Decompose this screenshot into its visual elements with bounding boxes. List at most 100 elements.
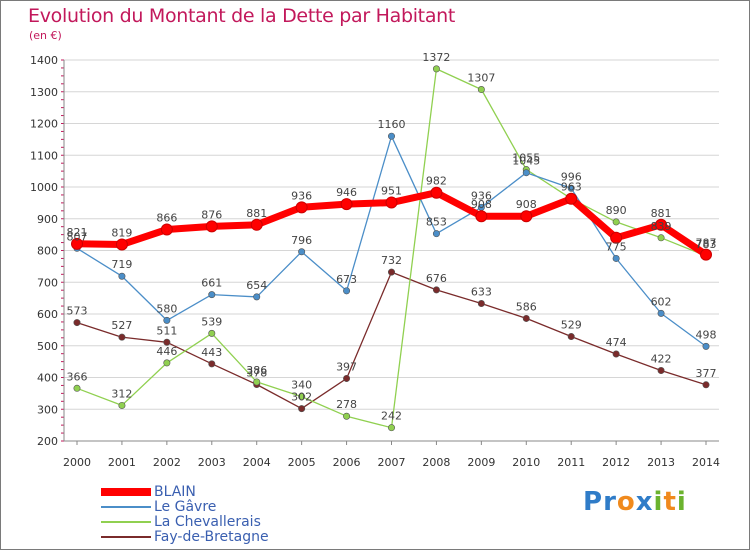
point-fay-de-bretagne bbox=[343, 374, 351, 382]
y-tick-label: 700 bbox=[37, 276, 58, 289]
data-label-fay-de-bretagne: 422 bbox=[651, 353, 672, 366]
data-label-fay-de-bretagne: 529 bbox=[561, 319, 582, 332]
data-label-le-gavre: 775 bbox=[606, 240, 627, 253]
data-label-blain: 819 bbox=[111, 226, 132, 239]
chart-title: Evolution du Montant de la Dette par Hab… bbox=[28, 5, 456, 27]
point-blain bbox=[385, 196, 398, 209]
data-label-le-gavre: 1045 bbox=[512, 155, 540, 168]
data-label-fay-de-bretagne: 302 bbox=[291, 391, 312, 404]
point-la-chevallerais bbox=[343, 412, 351, 420]
data-label-le-gavre: 654 bbox=[246, 279, 267, 292]
y-tick-label: 900 bbox=[37, 213, 58, 226]
y-tick-label: 400 bbox=[37, 372, 58, 385]
point-le-gavre bbox=[567, 184, 575, 192]
data-label-le-gavre: 661 bbox=[201, 277, 222, 290]
data-label-la-chevallerais: 783 bbox=[696, 238, 717, 251]
point-la-chevallerais bbox=[387, 424, 395, 432]
point-fay-de-bretagne bbox=[118, 333, 126, 341]
x-tick-label: 2004 bbox=[243, 456, 271, 469]
data-label-fay-de-bretagne: 676 bbox=[426, 272, 447, 285]
data-label-la-chevallerais: 839 bbox=[651, 220, 672, 233]
point-fay-de-bretagne bbox=[73, 319, 81, 327]
point-la-chevallerais bbox=[253, 378, 261, 386]
legend-swatch-blain bbox=[101, 488, 151, 496]
data-label-la-chevallerais: 1372 bbox=[422, 51, 450, 64]
point-fay-de-bretagne bbox=[432, 286, 440, 294]
x-tick-label: 2003 bbox=[198, 456, 226, 469]
point-la-chevallerais bbox=[657, 234, 665, 242]
y-tick-label: 1200 bbox=[30, 118, 58, 131]
data-label-blain: 946 bbox=[336, 186, 357, 199]
x-tick-label: 2005 bbox=[288, 456, 316, 469]
point-le-gavre bbox=[298, 248, 306, 256]
legend-swatch-la-chevallerais bbox=[101, 521, 151, 523]
data-label-fay-de-bretagne: 397 bbox=[336, 360, 357, 373]
data-label-le-gavre: 996 bbox=[561, 170, 582, 183]
x-tick-label: 2009 bbox=[467, 456, 495, 469]
data-label-fay-de-bretagne: 633 bbox=[471, 286, 492, 299]
legend-label-fay-de-bretagne: Fay-de-Bretagne bbox=[154, 529, 269, 545]
point-fay-de-bretagne bbox=[657, 367, 665, 375]
data-label-la-chevallerais: 278 bbox=[336, 398, 357, 411]
point-la-chevallerais bbox=[163, 359, 171, 367]
data-label-la-chevallerais: 1055 bbox=[512, 152, 540, 165]
point-blain bbox=[71, 237, 83, 250]
point-la-chevallerais bbox=[118, 401, 126, 409]
point-blain bbox=[700, 248, 712, 261]
y-tick-label: 1100 bbox=[30, 149, 58, 162]
y-tick-label: 800 bbox=[37, 245, 58, 258]
data-label-blain: 876 bbox=[201, 208, 222, 221]
x-tick-label: 2014 bbox=[692, 456, 720, 469]
point-la-chevallerais bbox=[73, 384, 81, 392]
y-tick-label: 1300 bbox=[30, 86, 58, 99]
proxiti-logo: Proxiti bbox=[583, 487, 687, 517]
data-label-fay-de-bretagne: 443 bbox=[201, 346, 222, 359]
y-tick-label: 300 bbox=[37, 403, 58, 416]
data-label-la-chevallerais: 890 bbox=[606, 204, 627, 217]
data-label-le-gavre: 673 bbox=[336, 273, 357, 286]
legend-item-la-chevallerais: La Chevallerais bbox=[101, 515, 401, 530]
point-blain bbox=[520, 210, 533, 223]
data-label-le-gavre: 580 bbox=[156, 302, 177, 315]
point-fay-de-bretagne bbox=[612, 350, 620, 358]
point-la-chevallerais bbox=[298, 393, 306, 401]
point-le-gavre bbox=[208, 291, 216, 299]
point-le-gavre bbox=[657, 309, 665, 317]
x-tick-label: 2013 bbox=[647, 456, 675, 469]
data-label-la-chevallerais: 312 bbox=[111, 387, 132, 400]
point-le-gavre bbox=[432, 230, 440, 238]
point-le-gavre bbox=[702, 342, 710, 350]
chart-legend: BLAIN Le Gâvre La Chevallerais Fay-de-Br… bbox=[101, 485, 401, 545]
point-fay-de-bretagne bbox=[387, 268, 395, 276]
point-blain bbox=[250, 218, 263, 231]
data-label-blain: 908 bbox=[516, 198, 537, 211]
data-label-la-chevallerais: 242 bbox=[381, 410, 402, 423]
point-fay-de-bretagne bbox=[702, 381, 710, 389]
point-fay-de-bretagne bbox=[477, 300, 485, 308]
y-tick-label: 200 bbox=[37, 435, 58, 448]
data-label-fay-de-bretagne: 732 bbox=[381, 254, 402, 267]
x-tick-label: 2006 bbox=[333, 456, 361, 469]
point-blain bbox=[475, 210, 488, 223]
data-label-fay-de-bretagne: 586 bbox=[516, 300, 537, 313]
data-label-le-gavre: 796 bbox=[291, 234, 312, 247]
point-le-gavre bbox=[118, 272, 126, 280]
data-label-le-gavre: 936 bbox=[471, 189, 492, 202]
point-fay-de-bretagne bbox=[208, 360, 216, 368]
point-blain bbox=[160, 223, 173, 236]
x-tick-label: 2002 bbox=[153, 456, 181, 469]
data-label-le-gavre: 1160 bbox=[378, 118, 406, 131]
legend-label-blain: BLAIN bbox=[154, 484, 196, 500]
data-label-blain: 881 bbox=[651, 207, 672, 220]
point-la-chevallerais bbox=[208, 329, 216, 337]
point-blain bbox=[430, 186, 443, 199]
data-label-blain: 787 bbox=[696, 237, 717, 250]
point-le-gavre bbox=[612, 254, 620, 262]
data-label-fay-de-bretagne: 511 bbox=[156, 324, 177, 337]
point-fay-de-bretagne bbox=[298, 405, 306, 413]
x-tick-label: 2000 bbox=[63, 456, 91, 469]
x-tick-label: 2007 bbox=[378, 456, 406, 469]
data-label-la-chevallerais: 1307 bbox=[467, 72, 495, 85]
